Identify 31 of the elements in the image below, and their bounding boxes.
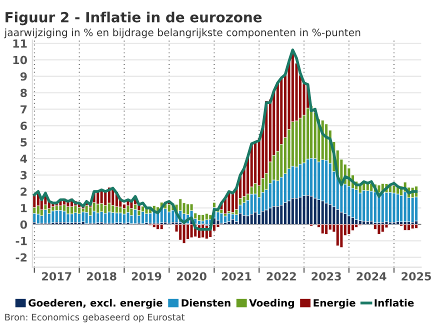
legend-label: Goederen, excl. energie [28, 298, 162, 309]
y-tick-label: 0 [20, 220, 28, 229]
legend-label: Energie [314, 298, 356, 309]
y-tick-label: 2 [20, 187, 27, 196]
y-tick-label: 3 [20, 171, 27, 180]
text: Bron: Economics gebaseerd op Eurostat [5, 314, 185, 322]
y-tick-label: 4 [20, 154, 28, 163]
x-tick-label: 2025 [402, 272, 431, 281]
x-tick-label: 2024 [356, 272, 386, 281]
y-tick-label: 6 [20, 122, 27, 130]
y-tick-label: -1 [16, 236, 27, 246]
y-tick-label: 10 [13, 56, 28, 64]
x-tick-label: 2019 [132, 272, 162, 281]
legend-label: Diensten [182, 298, 230, 307]
x-tick-label: 2017 [42, 272, 72, 281]
y-tick-label: -2 [16, 253, 27, 262]
x-tick-label: 2022 [266, 272, 296, 281]
y-tick-label: 9 [20, 72, 27, 81]
y-tick-label: 7 [20, 105, 27, 114]
x-tick-label: 2021 [222, 272, 252, 281]
y-tick-label: 8 [20, 88, 27, 98]
chart-subtitle: jaarwijziging in % en bijdrage belangrijkste componenten in %-punten [4, 28, 360, 38]
y-tick-label: 1 [21, 204, 27, 212]
y-tick-label: 5 [20, 138, 27, 146]
legend-label: Voeding [249, 298, 294, 309]
x-tick-label: 2018 [86, 272, 116, 281]
x-tick-label: 2023 [312, 272, 341, 281]
chart-title: Figuur 2 - Inflatie in de eurozone [6, 12, 262, 26]
y-tick-label: 11 [13, 39, 27, 48]
legend-label: Inflatie [374, 298, 414, 307]
x-tick-label: 2020 [176, 272, 206, 281]
